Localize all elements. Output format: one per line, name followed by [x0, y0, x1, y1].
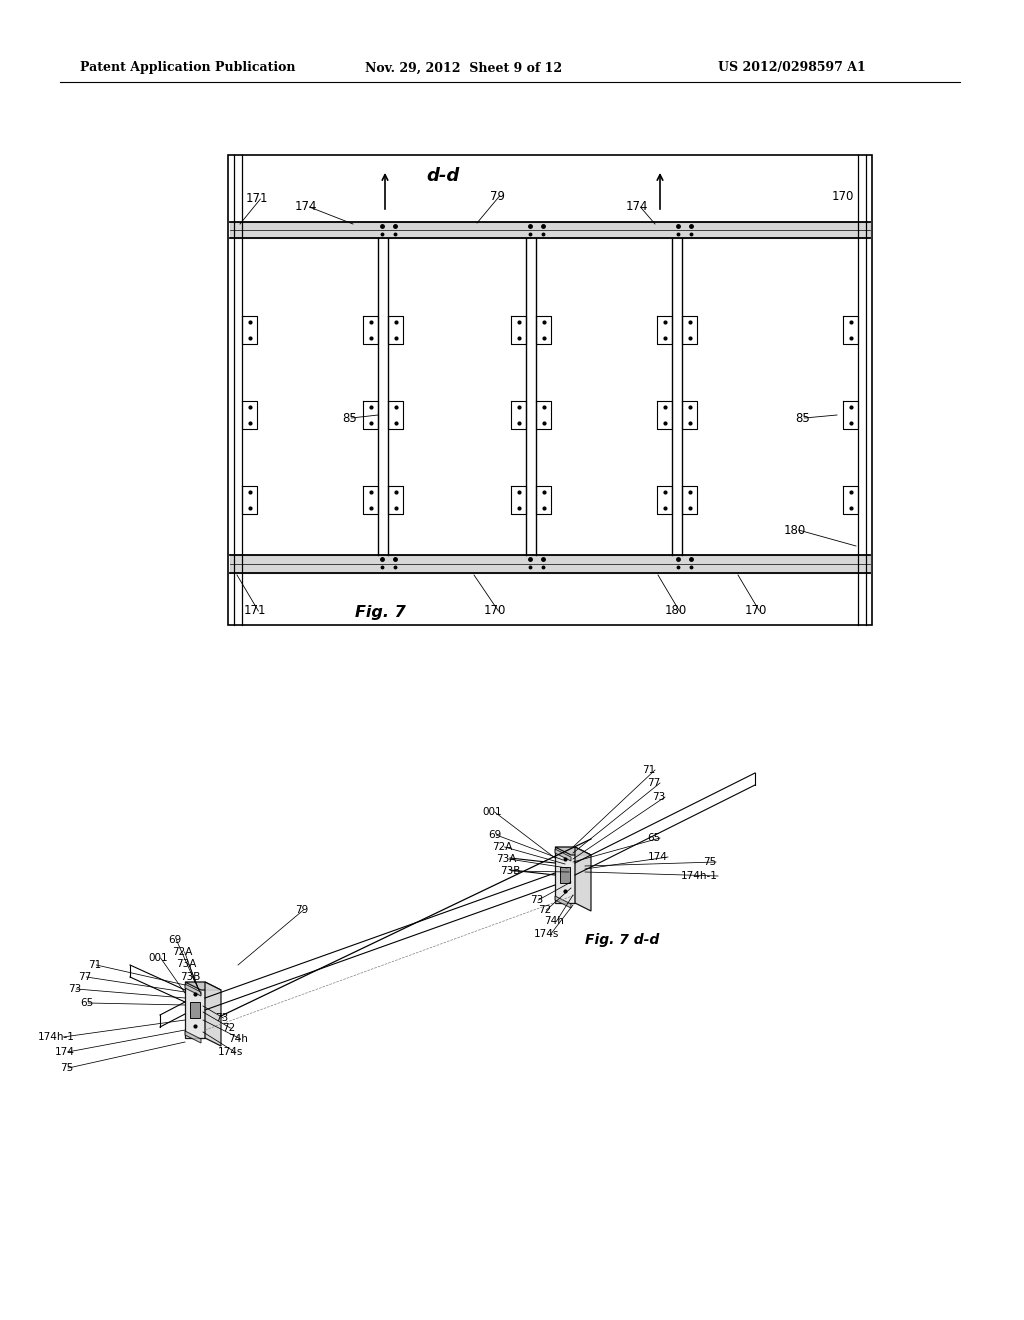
Polygon shape [560, 867, 570, 883]
Text: 174: 174 [626, 201, 648, 214]
Text: 171: 171 [244, 605, 266, 618]
Text: 73: 73 [68, 983, 81, 994]
Text: 69: 69 [168, 935, 181, 945]
Text: 71: 71 [88, 960, 101, 970]
Text: 65: 65 [647, 833, 660, 843]
Polygon shape [185, 982, 205, 1038]
Text: Fig. 7: Fig. 7 [355, 606, 406, 620]
Polygon shape [555, 849, 571, 861]
Text: 74h: 74h [544, 916, 564, 927]
Text: 170: 170 [484, 605, 507, 618]
Text: 75: 75 [60, 1063, 74, 1073]
Text: 174: 174 [648, 851, 668, 862]
Text: 174: 174 [55, 1047, 75, 1057]
Text: d-d: d-d [426, 168, 459, 185]
Text: 72A: 72A [172, 946, 193, 957]
Text: 180: 180 [784, 524, 806, 536]
Text: 174h-1: 174h-1 [681, 871, 718, 880]
Polygon shape [185, 1031, 201, 1043]
Text: 85: 85 [795, 412, 810, 425]
Text: Fig. 7 d-d: Fig. 7 d-d [585, 933, 659, 946]
Text: 001: 001 [482, 807, 502, 817]
Text: 171: 171 [246, 193, 268, 206]
Polygon shape [555, 847, 591, 855]
Polygon shape [205, 982, 221, 1045]
Text: 77: 77 [78, 972, 91, 982]
Text: 170: 170 [745, 605, 767, 618]
Polygon shape [185, 982, 221, 990]
Text: 73B: 73B [180, 972, 201, 982]
Polygon shape [185, 983, 201, 997]
Text: 79: 79 [295, 906, 308, 915]
Text: US 2012/0298597 A1: US 2012/0298597 A1 [718, 62, 865, 74]
Text: 74h: 74h [228, 1034, 248, 1044]
Text: 73A: 73A [176, 960, 197, 969]
Text: 65: 65 [80, 998, 93, 1008]
Polygon shape [575, 847, 591, 911]
Text: Nov. 29, 2012  Sheet 9 of 12: Nov. 29, 2012 Sheet 9 of 12 [365, 62, 562, 74]
Text: 85: 85 [342, 412, 356, 425]
Text: 69: 69 [488, 830, 502, 840]
Text: 73: 73 [651, 792, 665, 803]
Text: 174s: 174s [218, 1047, 244, 1057]
Polygon shape [190, 1002, 200, 1018]
Text: 174: 174 [295, 201, 317, 214]
Polygon shape [555, 847, 575, 903]
Text: 174h-1: 174h-1 [38, 1032, 75, 1041]
Text: 79: 79 [490, 190, 505, 202]
Text: 73A: 73A [496, 854, 516, 865]
Text: 71: 71 [642, 766, 655, 775]
Text: 73: 73 [530, 895, 544, 906]
Text: 72: 72 [538, 906, 551, 915]
Text: Patent Application Publication: Patent Application Publication [80, 62, 296, 74]
Text: 001: 001 [148, 953, 168, 964]
Text: 73: 73 [215, 1012, 228, 1023]
Text: 75: 75 [702, 857, 716, 867]
Text: 77: 77 [647, 777, 660, 788]
Polygon shape [555, 896, 571, 908]
Text: 174s: 174s [534, 929, 559, 939]
Text: 72A: 72A [492, 842, 512, 851]
Text: 72: 72 [222, 1023, 236, 1034]
Text: 73B: 73B [500, 866, 520, 876]
Text: 170: 170 [831, 190, 854, 203]
Text: 180: 180 [665, 605, 687, 618]
